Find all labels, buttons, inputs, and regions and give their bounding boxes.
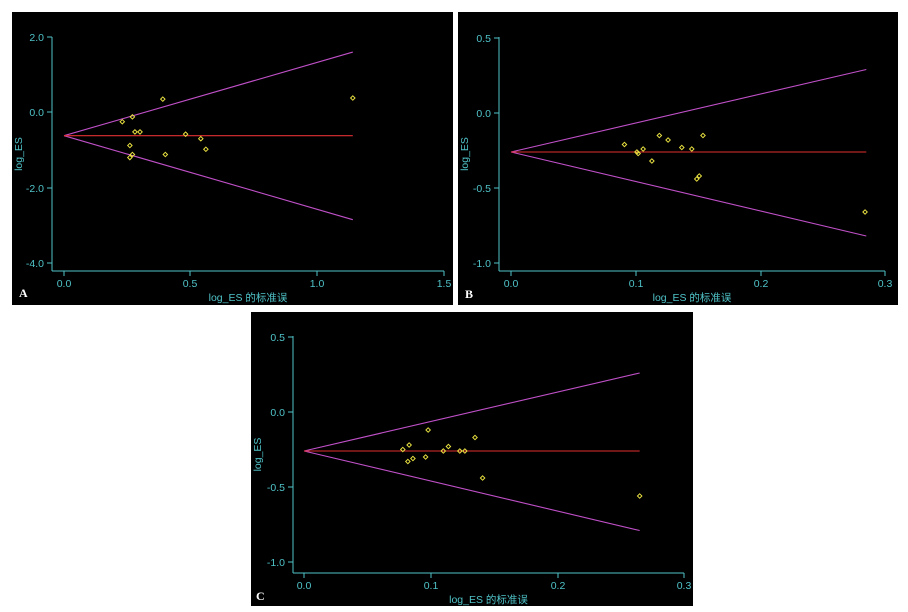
study-point [132,129,138,135]
study-point [696,173,703,179]
x-tick-label: 1.5 [437,278,452,290]
funnel-upper-bound-line [510,68,867,153]
x-tick-label: 0.1 [424,580,439,592]
funnel-upper-bound-line [63,51,353,137]
x-axis-label: log_ES 的标准误 [653,291,732,304]
x-tick-label: 0.2 [551,580,566,592]
study-point [349,95,356,101]
y-tick-label: -1.0 [473,258,491,270]
study-point [621,141,628,148]
y-tick-label: -0.5 [473,183,491,195]
y-axis-label: log_ES [252,438,264,472]
panel-letter: B [465,287,473,301]
study-point [445,443,452,450]
x-tick-label: 0.5 [183,278,198,290]
study-point [665,137,671,143]
study-point [693,176,700,182]
study-point [422,454,429,460]
panel-letter: A [19,286,28,300]
x-tick-label: 0.0 [57,278,72,290]
y-tick-label: -2.0 [26,183,44,195]
study-point [126,154,133,161]
y-tick-label: 0.0 [270,407,285,419]
y-tick-label: 0.0 [29,107,44,119]
y-tick-label: -0.5 [267,482,285,494]
study-point [129,151,136,158]
y-tick-label: 0.5 [270,332,285,344]
study-point [197,135,204,142]
funnel-lower-bound-line [303,450,640,532]
study-point [406,442,413,448]
x-tick-label: 0.1 [629,278,644,290]
study-point [162,151,169,158]
x-tick-label: 0.2 [754,278,769,290]
study-point [635,150,642,157]
study-point [678,144,685,151]
study-point [404,458,411,465]
study-point [636,493,643,499]
funnel-plot-a-svg: 0.0 0.5 1.0 1.5 2.0 0.0 -2.0 -4.0 log_ES 的标准误 log… [13,32,452,304]
study-point [410,455,416,462]
study-point [862,209,868,215]
y-tick-label: -1.0 [267,557,285,569]
study-point [656,132,663,139]
study-point [700,132,706,139]
funnel-upper-bound-line [303,372,640,452]
funnel-plot-b: 0.0 0.1 0.2 0.3 0.5 0.0 -0.5 -1.0 log_ES 的标准误 log… [458,12,898,305]
y-tick-label: -4.0 [26,258,44,270]
study-point [648,158,655,164]
x-axis-label: log_ES 的标准误 [449,593,528,606]
study-point [479,475,486,481]
x-tick-label: 1.0 [310,278,325,290]
x-axis-label: log_ES 的标准误 [209,291,288,304]
y-tick-label: 2.0 [29,32,44,44]
study-point [119,118,126,125]
study-point [159,96,166,103]
y-axis-label: log_ES [13,137,25,171]
study-point [425,427,432,433]
funnel-plot-c-svg: 0.0 0.1 0.2 0.3 0.5 0.0 -0.5 -1.0 log_ES 的标准误 log… [252,332,692,606]
funnel-plot-c: 0.0 0.1 0.2 0.3 0.5 0.0 -0.5 -1.0 log_ES 的标准误 log… [251,312,693,606]
study-point [640,146,647,152]
y-axis-label: log_ES [459,137,471,171]
study-point [126,142,133,149]
funnel-lower-bound-line [510,151,867,237]
study-point [456,448,463,454]
funnel-plot-b-svg: 0.0 0.1 0.2 0.3 0.5 0.0 -0.5 -1.0 log_ES 的标准误 log… [459,33,893,304]
funnel-lower-bound-line [63,135,353,221]
panel-letter: C [256,589,265,603]
study-point [472,434,478,441]
study-point [399,446,406,453]
x-tick-label: 0.0 [297,580,312,592]
study-point [688,146,695,152]
x-tick-label: 0.3 [878,278,893,290]
x-tick-label: 0.3 [677,580,692,592]
study-point [440,448,447,454]
y-tick-label: 0.5 [476,33,491,45]
x-tick-label: 0.0 [504,278,519,290]
study-point [461,448,468,454]
study-point [182,131,189,138]
study-point [202,146,209,153]
study-point [137,129,143,135]
study-point [129,113,136,120]
y-tick-label: 0.0 [476,108,491,120]
funnel-plot-a: 0.0 0.5 1.0 1.5 2.0 0.0 -2.0 -4.0 log_ES 的标准误 log… [12,12,453,305]
